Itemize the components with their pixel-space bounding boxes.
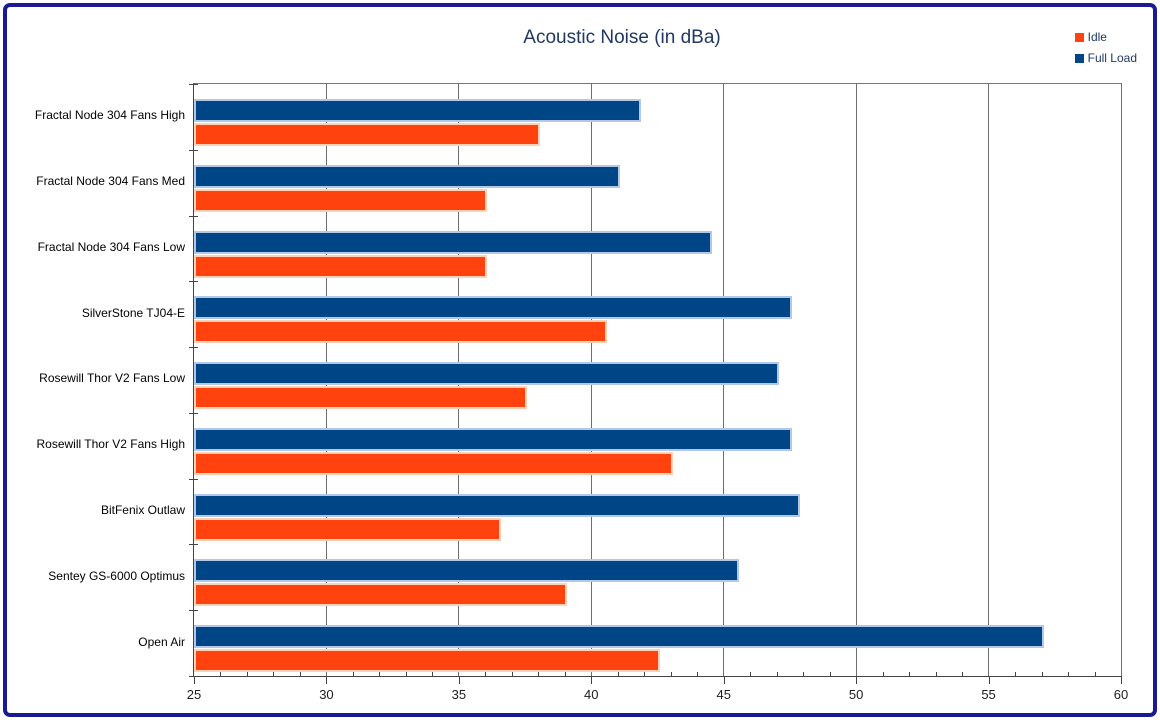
x-major-tick (988, 676, 990, 684)
legend: Idle Full Load (1074, 30, 1137, 72)
category-label: Fractal Node 304 Fans Med (36, 174, 185, 189)
x-major-tick (723, 676, 725, 684)
x-minor-tick (750, 672, 752, 676)
x-minor-tick (511, 672, 513, 676)
bar-full-load (194, 230, 713, 254)
x-tick-label: 50 (848, 687, 864, 702)
category-boundary-tick (189, 478, 198, 480)
x-minor-tick (909, 672, 911, 676)
category-axis-labels: Fractal Node 304 Fans High Fractal Node 3… (15, 83, 185, 675)
bar-full-load (194, 493, 800, 517)
x-minor-tick (352, 672, 354, 676)
legend-item-idle: Idle (1074, 30, 1137, 44)
x-minor-tick (803, 672, 805, 676)
gridline (1120, 84, 1122, 676)
x-minor-tick (379, 672, 381, 676)
category-label: SilverStone TJ04-E (81, 305, 185, 320)
x-minor-tick (670, 672, 672, 676)
x-tick-label: 55 (981, 687, 996, 702)
x-minor-tick (432, 672, 434, 676)
x-minor-tick (829, 672, 831, 676)
x-minor-tick (882, 672, 884, 676)
category-boundary-tick (189, 281, 198, 283)
category-boundary-tick (189, 215, 198, 217)
x-minor-tick (697, 672, 699, 676)
bar-idle (194, 649, 660, 673)
gridline (855, 84, 857, 676)
category-boundary-tick (189, 84, 198, 85)
x-major-tick (591, 676, 593, 684)
category-boundary-tick (189, 544, 198, 546)
category-label: Sentey GS-6000 Optimus (48, 568, 185, 583)
category-label: Fractal Node 304 Fans High (34, 108, 185, 123)
gridline (988, 84, 990, 676)
plot-area: 25 30 35 40 45 50 55 60 (187, 83, 1128, 702)
x-tick-label: 30 (319, 687, 334, 702)
x-tick-label: 60 (1113, 687, 1129, 702)
x-major-tick (856, 676, 858, 684)
legend-swatch-full-load (1074, 53, 1084, 63)
x-minor-tick (299, 672, 301, 676)
x-minor-tick (538, 672, 540, 676)
legend-item-full-load: Full Load (1074, 51, 1137, 65)
bar-full-load (194, 164, 620, 188)
bar-full-load (194, 99, 641, 122)
category-label: Open Air (138, 634, 185, 649)
x-major-tick (326, 676, 328, 684)
chart-title: Acoustic Noise (in dBa) (523, 27, 721, 48)
category-boundary-tick (189, 676, 198, 677)
x-minor-tick (776, 672, 778, 676)
category-boundary-tick (189, 149, 198, 151)
bar-idle (194, 320, 607, 344)
x-minor-tick (564, 672, 566, 676)
x-minor-tick (1068, 672, 1070, 676)
chart-frame: Acoustic Noise (in dBa) Idle Full Load F… (3, 3, 1157, 717)
category-label: Rosewill Thor V2 Fans Low (39, 371, 185, 386)
bar-idle (194, 254, 488, 278)
bar-idle (194, 386, 528, 410)
legend-label-idle: Idle (1087, 30, 1107, 44)
x-minor-tick (644, 672, 646, 676)
bar-idle (194, 188, 488, 212)
x-minor-tick (935, 672, 937, 676)
bar-idle (194, 517, 501, 541)
x-minor-tick (246, 672, 248, 676)
bar-full-load (194, 427, 792, 451)
bar-idle (194, 583, 567, 607)
x-minor-tick (1041, 672, 1043, 676)
x-major-tick (1121, 676, 1122, 684)
x-minor-tick (1015, 672, 1017, 676)
bar-idle (194, 123, 541, 146)
category-boundary-tick (189, 610, 198, 612)
category-boundary-tick (189, 412, 198, 414)
x-tick-label: 40 (584, 687, 599, 702)
x-major-tick (194, 676, 195, 684)
x-minor-tick (485, 672, 487, 676)
category-label: Fractal Node 304 Fans Low (37, 239, 185, 254)
bar-full-load (194, 362, 779, 386)
x-tick-label: 25 (186, 687, 202, 702)
bar-full-load (194, 559, 739, 583)
x-minor-tick (962, 672, 964, 676)
x-tick-label: 35 (451, 687, 467, 702)
category-label: Rosewill Thor V2 Fans High (36, 437, 185, 452)
x-minor-tick (220, 672, 222, 676)
category-boundary-tick (189, 347, 198, 349)
x-minor-tick (1094, 672, 1096, 676)
legend-label-full-load: Full Load (1087, 51, 1137, 65)
legend-swatch-idle (1074, 32, 1084, 42)
x-major-tick (458, 676, 460, 684)
bar-idle (194, 451, 673, 475)
x-tick-label: 45 (716, 687, 731, 702)
category-label: BitFenix Outlaw (100, 502, 185, 517)
bar-full-load (194, 296, 792, 320)
x-minor-tick (273, 672, 275, 676)
bar-full-load (194, 625, 1044, 649)
x-minor-tick (405, 672, 407, 676)
x-minor-tick (617, 672, 619, 676)
